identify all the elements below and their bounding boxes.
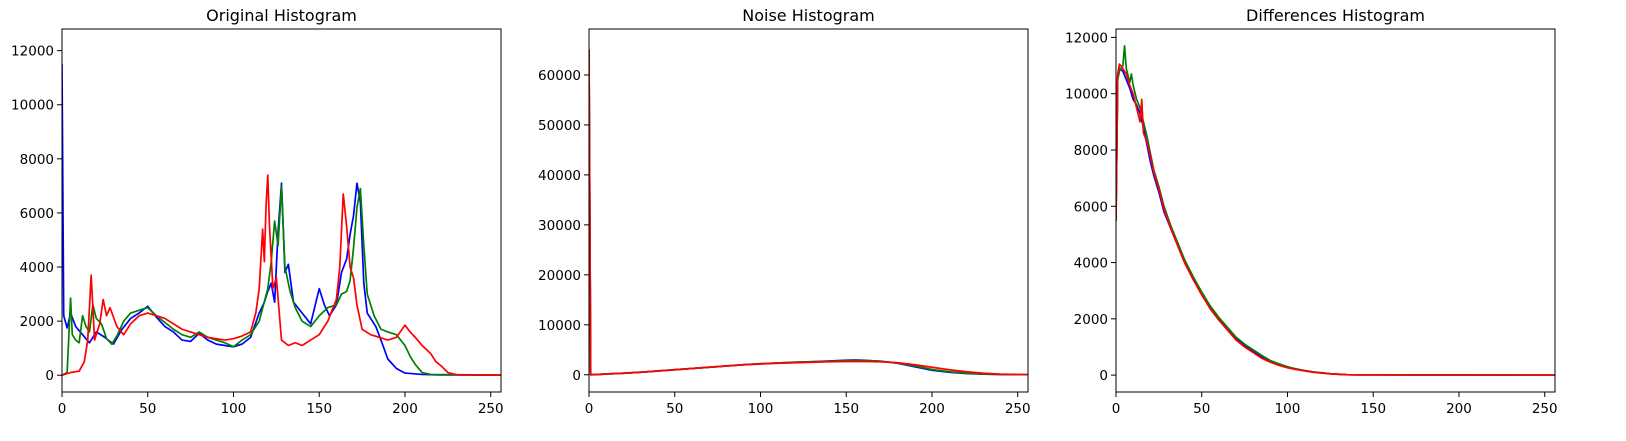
original-y-tick-label: 0 — [45, 368, 54, 384]
original-histogram-title: Original Histogram — [206, 6, 357, 25]
noise-histogram-title: Noise Histogram — [742, 6, 874, 25]
differences-blue-channel-line — [1116, 67, 1555, 376]
noise-y-tick-label: 20000 — [538, 268, 581, 284]
original-green-channel-line — [62, 185, 501, 377]
noise-x-tick-label: 150 — [833, 401, 859, 417]
original-y-tick-label: 8000 — [20, 152, 54, 168]
noise-green-channel-line — [589, 49, 1028, 376]
original-x-tick-label: 200 — [392, 401, 418, 417]
noise-series-group — [589, 49, 1028, 376]
differences-x-tick-label: 0 — [1112, 401, 1121, 417]
differences-plot-frame — [1115, 28, 1556, 393]
noise-y-tick-label: 10000 — [538, 318, 581, 334]
differences-y-tick-label: 4000 — [1074, 256, 1108, 272]
noise-x-tick-label: 50 — [666, 401, 683, 417]
original-x-tick-label: 250 — [478, 401, 504, 417]
original-red-channel-line — [62, 174, 501, 377]
original-y-tick-label: 10000 — [11, 98, 54, 114]
noise-x-tick-label: 200 — [919, 401, 945, 417]
differences-y-tick-label: 2000 — [1074, 312, 1108, 328]
differences-histogram-panel: 0 50 100 150 200 250 0 2000 4000 6000 8000 10000 120… — [1065, 6, 1558, 417]
differences-x-tick-label: 200 — [1446, 401, 1472, 417]
noise-y-tick-label: 0 — [572, 368, 581, 384]
original-plot-frame — [61, 28, 502, 393]
noise-blue-channel-line — [589, 49, 1028, 376]
original-series-group — [62, 63, 501, 377]
differences-green-channel-line — [1116, 45, 1555, 376]
original-x-tick-label: 0 — [58, 401, 67, 417]
differences-red-channel-line — [1116, 63, 1555, 376]
noise-plot-frame — [588, 28, 1029, 393]
differences-y-tick-label: 8000 — [1074, 143, 1108, 159]
original-y-tick-label: 12000 — [11, 44, 54, 60]
differences-histogram-title: Differences Histogram — [1246, 6, 1425, 25]
original-x-tick-label: 150 — [306, 401, 332, 417]
differences-series-group — [1116, 45, 1555, 376]
original-y-tick-label: 6000 — [20, 206, 54, 222]
differences-y-tick-label: 6000 — [1074, 199, 1108, 215]
differences-y-tick-label: 0 — [1099, 368, 1108, 384]
original-y-tick-label: 4000 — [20, 260, 54, 276]
original-x-tick-label: 50 — [139, 401, 156, 417]
noise-x-tick-label: 100 — [748, 401, 774, 417]
noise-y-tick-label: 30000 — [538, 218, 581, 234]
differences-x-tick-label: 100 — [1275, 401, 1301, 417]
original-y-tick-label: 2000 — [20, 314, 54, 330]
noise-y-tick-label: 40000 — [538, 168, 581, 184]
noise-y-tick-label: 50000 — [538, 118, 581, 134]
differences-x-tick-label: 150 — [1360, 401, 1386, 417]
noise-histogram-panel: 0 50 100 150 200 250 0 10000 20000 30000 40000 5000… — [538, 6, 1031, 417]
differences-x-tick-label: 250 — [1532, 401, 1558, 417]
differences-y-tick-label: 10000 — [1065, 87, 1108, 103]
original-histogram-panel: 0 50 100 150 200 250 0 2000 4000 6000 8000 10000 120… — [11, 6, 504, 417]
differences-x-tick-label: 50 — [1193, 401, 1210, 417]
differences-y-tick-label: 12000 — [1065, 30, 1108, 46]
original-blue-channel-line — [62, 63, 501, 376]
noise-red-channel-line — [589, 49, 1028, 376]
noise-x-tick-label: 250 — [1005, 401, 1031, 417]
noise-y-tick-label: 60000 — [538, 68, 581, 84]
noise-x-tick-label: 0 — [585, 401, 594, 417]
original-x-tick-label: 100 — [221, 401, 247, 417]
